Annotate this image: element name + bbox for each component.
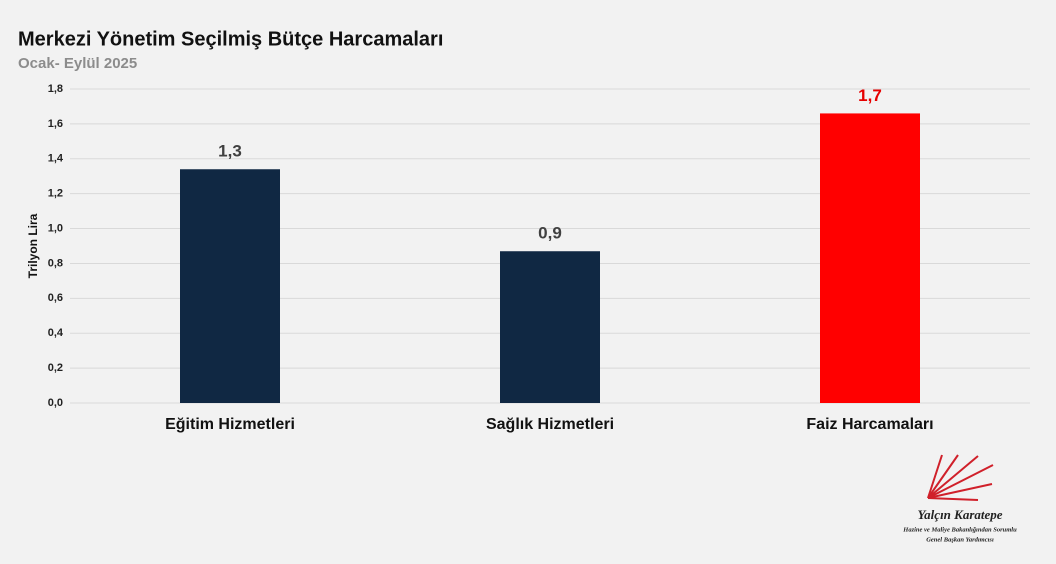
value-label: 1,7 bbox=[858, 86, 882, 105]
y-tick-label: 1,0 bbox=[48, 222, 63, 234]
y-tick-label: 1,4 bbox=[48, 153, 64, 165]
logo-line: Hazine ve Maliye Bakanlığından Sorumlu bbox=[902, 526, 1017, 533]
bar bbox=[500, 251, 600, 403]
x-tick-label: Eğitim Hizmetleri bbox=[165, 416, 295, 433]
y-tick-label: 0,6 bbox=[48, 292, 63, 304]
logo-arrows bbox=[927, 454, 994, 501]
bar bbox=[180, 169, 280, 403]
chart-subtitle: Ocak- Eylül 2025 bbox=[18, 55, 137, 72]
y-tick-label: 0,4 bbox=[48, 327, 64, 339]
y-tick-label: 0,2 bbox=[48, 362, 63, 374]
value-label: 0,9 bbox=[538, 224, 562, 243]
y-tick-label: 0,8 bbox=[48, 257, 63, 269]
y-tick-label: 0,0 bbox=[48, 397, 63, 409]
x-tick-label: Faiz Harcamaları bbox=[806, 416, 933, 433]
logo-line: Genel Başkan Yardımcısı bbox=[926, 536, 994, 543]
logo-name: Yalçın Karatepe bbox=[917, 507, 1002, 522]
y-tick-label: 1,2 bbox=[48, 188, 63, 200]
x-tick-label: Sağlık Hizmetleri bbox=[486, 416, 614, 433]
chart-title: Merkezi Yönetim Seçilmiş Bütçe Harcamala… bbox=[18, 28, 443, 50]
bar bbox=[820, 113, 920, 403]
y-tick-label: 1,6 bbox=[48, 118, 63, 130]
value-label: 1,3 bbox=[218, 142, 242, 161]
y-axis-label: Trilyon Lira bbox=[26, 213, 40, 278]
y-tick-label: 1,8 bbox=[48, 83, 63, 95]
